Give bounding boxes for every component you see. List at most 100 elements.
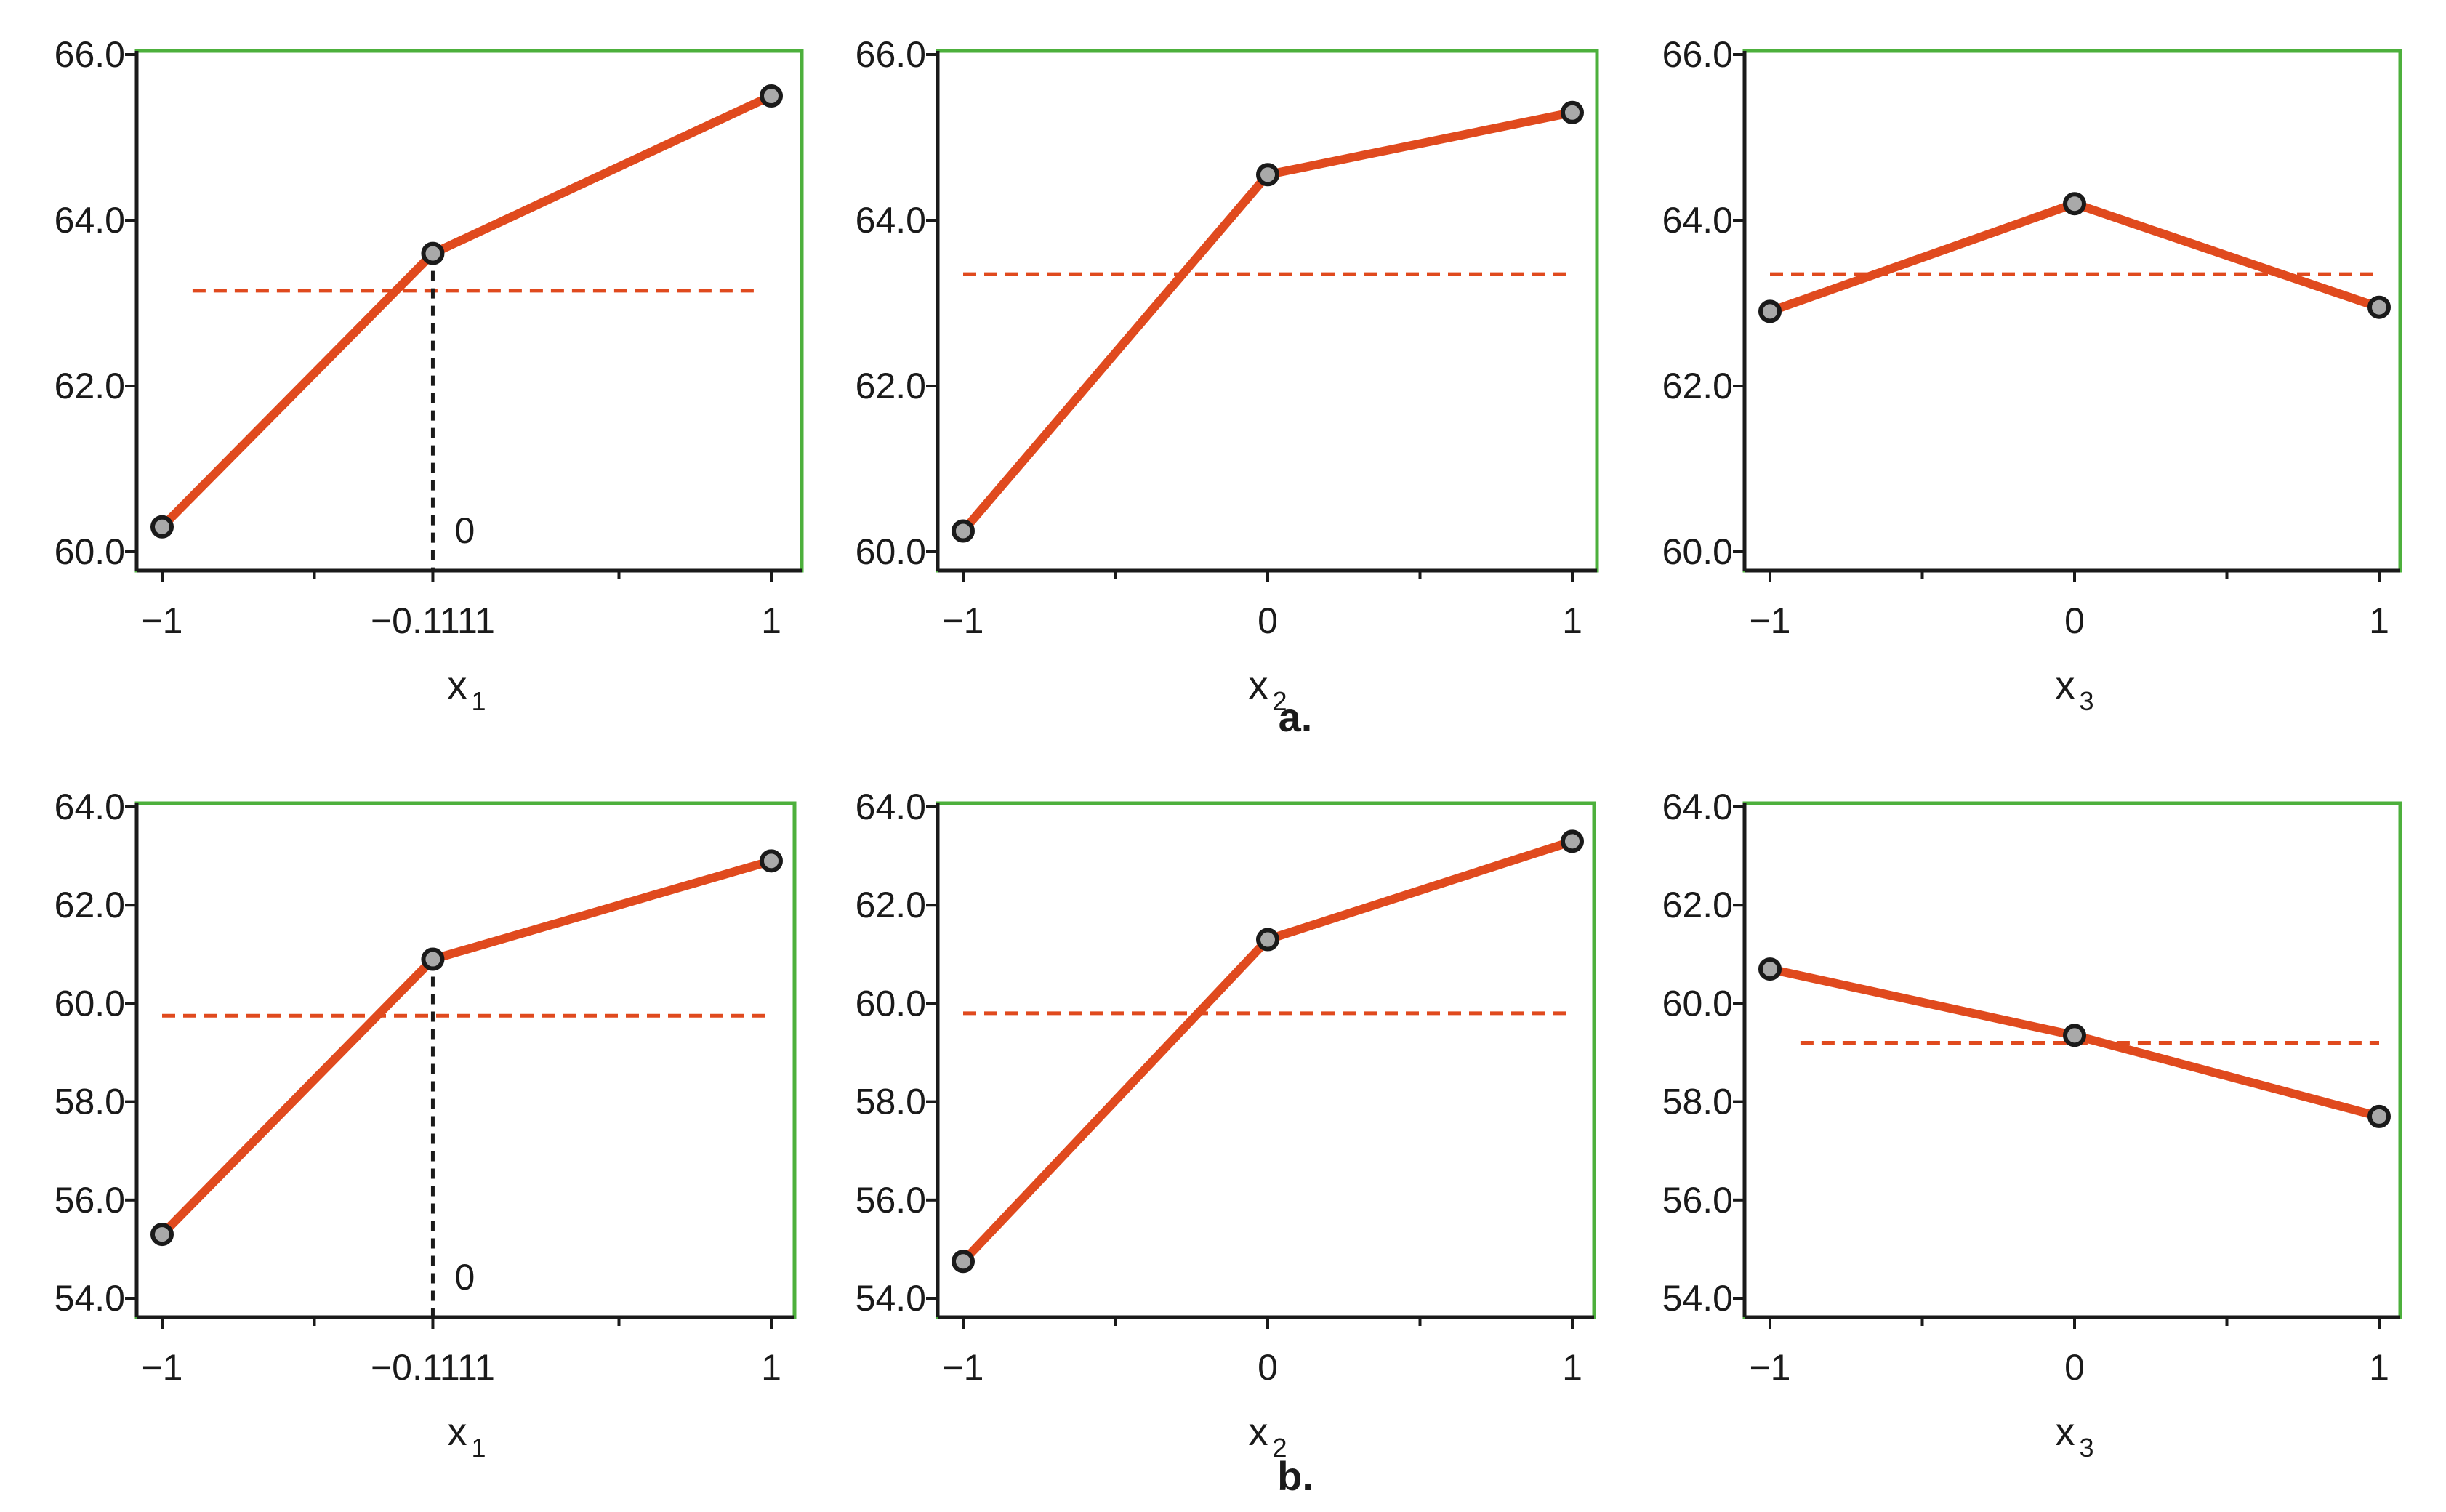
y-tick-label: 60.0 bbox=[55, 983, 125, 1024]
y-tick-label: 62.0 bbox=[55, 885, 125, 925]
series-line bbox=[158, 856, 776, 1239]
x-axis-title-main: x bbox=[447, 664, 467, 707]
data-point bbox=[1256, 928, 1279, 952]
x-tick-label: −0.1111 bbox=[371, 600, 495, 641]
x-tick-label: 1 bbox=[1562, 600, 1582, 641]
y-tick-label: 64.0 bbox=[856, 787, 926, 827]
group-label-b: b. bbox=[1277, 1453, 1313, 1499]
y-tick-label: 62.0 bbox=[1662, 885, 1733, 925]
data-point bbox=[1561, 829, 1584, 853]
x-axis-title-main: x bbox=[447, 1410, 467, 1454]
x-axis-title-main: x bbox=[1248, 664, 1268, 707]
y-tick-label: 60.0 bbox=[856, 531, 926, 572]
data-point bbox=[1256, 163, 1279, 187]
y-tick-label: 60.0 bbox=[1662, 531, 1733, 572]
y-tick-label: 64.0 bbox=[55, 787, 125, 827]
x-tick-label: 1 bbox=[2369, 600, 2389, 641]
data-point bbox=[2063, 192, 2086, 216]
group-label-a: a. bbox=[1279, 694, 1313, 740]
x-axis-title-subscript: 3 bbox=[2079, 686, 2093, 716]
y-tick-label: 62.0 bbox=[856, 885, 926, 925]
y-tick-label: 64.0 bbox=[1662, 200, 1733, 241]
x-tick-label: −1 bbox=[141, 1347, 182, 1388]
chart-panel: 60.062.064.066.0−1 −0.1111 1x 10 bbox=[55, 34, 804, 716]
series-line bbox=[1766, 199, 2383, 316]
x-axis-title-subscript: 1 bbox=[471, 686, 486, 716]
x-tick-label: −1 bbox=[942, 600, 983, 641]
y-tick-label: 60.0 bbox=[1662, 983, 1733, 1024]
x-tick-label: 0 bbox=[2064, 1347, 2085, 1388]
x-tick-label: 1 bbox=[761, 600, 781, 641]
x-tick-label: 0 bbox=[2064, 600, 2085, 641]
chart-panel: 60.0 62.0 64.0 66.0 −1 0 1 x 2 bbox=[856, 34, 1599, 716]
x-tick-label: 1 bbox=[761, 1347, 781, 1388]
x-tick-label: 0 bbox=[1258, 600, 1278, 641]
x-axis-title-main: x bbox=[2055, 1410, 2075, 1454]
data-point bbox=[2367, 295, 2391, 319]
marker-label: 0 bbox=[454, 1257, 475, 1298]
chart-panel: 54.0 56.0 58.0 60.0 62.0 64.0 −1 0 1 x 3 bbox=[1662, 787, 2402, 1463]
y-tick-label: 66.0 bbox=[1662, 34, 1733, 75]
y-tick-label: 56.0 bbox=[856, 1180, 926, 1221]
x-tick-label: 0 bbox=[1258, 1347, 1278, 1388]
y-tick-label: 66.0 bbox=[55, 34, 125, 75]
x-axis-title-subscript: 2 bbox=[1272, 1433, 1287, 1463]
data-point bbox=[952, 519, 975, 543]
series-line bbox=[959, 837, 1577, 1266]
x-axis-title-subscript: 2 bbox=[1272, 686, 1287, 716]
x-axis-title-subscript: 3 bbox=[2079, 1433, 2093, 1463]
data-point bbox=[1758, 299, 1782, 323]
x-tick-label: −1 bbox=[141, 600, 182, 641]
y-tick-label: 62.0 bbox=[55, 366, 125, 406]
plot-frame bbox=[1742, 49, 2402, 573]
y-tick-label: 56.0 bbox=[55, 1180, 125, 1221]
y-tick-label: 64.0 bbox=[55, 200, 125, 241]
marker-label: 0 bbox=[454, 510, 475, 551]
x-tick-label: −1 bbox=[1749, 1347, 1790, 1388]
data-point bbox=[1758, 957, 1782, 981]
plot-frame bbox=[1742, 801, 2402, 1319]
x-axis-title-main: x bbox=[2055, 664, 2075, 707]
data-point bbox=[760, 84, 783, 108]
y-tick-label: 54.0 bbox=[55, 1278, 125, 1319]
data-point bbox=[150, 1223, 174, 1247]
data-point bbox=[2367, 1104, 2391, 1128]
plot-frame bbox=[936, 801, 1596, 1319]
x-tick-label: −1 bbox=[942, 1347, 983, 1388]
y-tick-label: 60.0 bbox=[856, 983, 926, 1024]
x-tick-label: −0.1111 bbox=[371, 1347, 495, 1388]
data-point bbox=[150, 515, 174, 539]
y-tick-label: 62.0 bbox=[856, 366, 926, 406]
data-point bbox=[1561, 100, 1584, 124]
x-tick-label: 1 bbox=[2369, 1347, 2389, 1388]
x-tick-label: 1 bbox=[1562, 1347, 1582, 1388]
chart-panel: 54.056.058.060.062.064.0−1 −0.1111 1x 10 bbox=[55, 787, 797, 1463]
y-tick-label: 66.0 bbox=[856, 34, 926, 75]
data-point bbox=[952, 1250, 975, 1274]
x-axis-title-subscript: 1 bbox=[471, 1433, 486, 1463]
y-tick-label: 54.0 bbox=[1662, 1278, 1733, 1319]
y-tick-label: 56.0 bbox=[1662, 1180, 1733, 1221]
chart-panels: 60.062.064.066.0−1 −0.1111 1x 1060.062.064.… bbox=[55, 34, 2402, 1463]
x-tick-label: −1 bbox=[1749, 600, 1790, 641]
y-tick-label: 58.0 bbox=[55, 1082, 125, 1122]
data-point bbox=[760, 849, 783, 873]
y-tick-label: 54.0 bbox=[856, 1278, 926, 1319]
y-tick-label: 58.0 bbox=[856, 1082, 926, 1122]
y-tick-label: 58.0 bbox=[1662, 1082, 1733, 1122]
chart-panel: 54.0 56.0 58.0 60.0 62.0 64.0 −1 0 1 x 2 bbox=[856, 787, 1596, 1463]
y-tick-label: 64.0 bbox=[1662, 787, 1733, 827]
data-point bbox=[421, 241, 445, 265]
y-tick-label: 62.0 bbox=[1662, 366, 1733, 406]
data-point bbox=[2063, 1024, 2086, 1047]
series-line bbox=[158, 92, 776, 531]
y-tick-label: 60.0 bbox=[55, 531, 125, 572]
chart-panel: 60.0 62.0 64.0 66.0 −1 0 1 x 3 bbox=[1662, 34, 2402, 716]
